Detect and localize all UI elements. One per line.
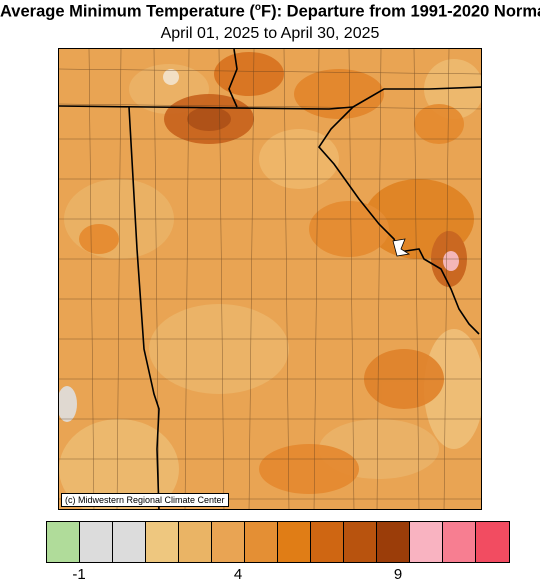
legend-swatch [377,522,410,562]
legend-swatch [311,522,344,562]
legend-swatch [344,522,377,562]
lake-icon [392,238,411,257]
legend-swatch [278,522,311,562]
al-border [128,106,160,509]
legend-swatch [476,522,509,562]
legend-swatch [212,522,245,562]
map-title: Average Minimum Temperature (oF): Depart… [0,2,540,22]
tn-nc-line [228,49,238,108]
degree-sup: o [254,2,262,13]
title-rest: F): Departure from 1991-2020 Normals [261,2,540,21]
map-canvas [59,49,481,509]
legend-bar [46,521,510,563]
legend-label-mid: 4 [233,566,243,583]
legend-swatch [47,522,80,562]
legend-swatch [80,522,113,562]
legend-label-high: 9 [393,566,403,583]
legend-swatch [443,522,476,562]
tn-border [59,105,354,110]
temperature-map: (c) Midwestern Regional Climate Center [58,48,482,510]
map-subtitle: April 01, 2025 to April 30, 2025 [160,25,380,42]
legend-label-low: -1 [72,566,86,583]
legend-swatch [113,522,146,562]
nc-border [352,86,481,108]
title-main: Average Minimum Temperature ( [0,2,255,21]
county-lines [59,49,481,509]
legend-swatch [179,522,212,562]
legend-swatch [146,522,179,562]
legend-swatch [410,522,443,562]
credit-label: (c) Midwestern Regional Climate Center [61,493,229,507]
legend-swatch [245,522,278,562]
